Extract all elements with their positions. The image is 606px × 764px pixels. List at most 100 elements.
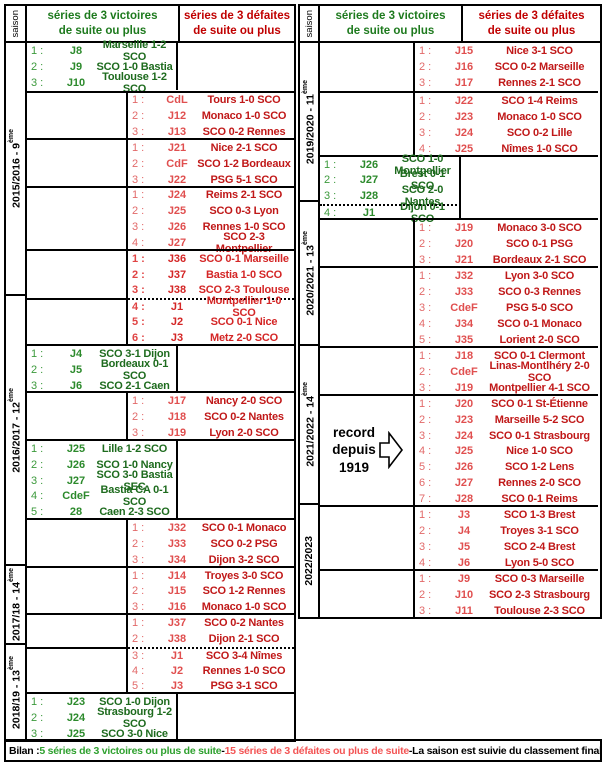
win-row-content: 1 : J8 Marseille 1-2 SCO [27,39,178,63]
loss-row-content: 1 : J32 Lyon 3-0 SCO [415,268,598,284]
loss-row-content: 4 : J34 SCO 0-1 Monaco [415,316,598,332]
empty-cell [320,74,415,91]
match-result: Monaco 1-0 SCO [201,110,287,123]
series-row: 2 : CdeF Linas-Montlhéry 2-0 SCO [320,360,598,384]
matchday-code: J17 [167,395,187,408]
row-index: 5 : [132,316,145,329]
loss-row-content: 1 : CdL Tours 1-0 SCO [128,93,294,109]
match-result: Rennes 2-1 SCO [498,76,581,89]
row-index: 4 : [419,445,432,458]
matchday-code: J25 [167,205,187,218]
series-row: 5 : J3 PSG 3-1 SCO [27,678,294,695]
row-index: 2 : [419,588,432,601]
empty-cell [320,140,415,157]
match-result: Lyon 2-0 SCO [209,427,279,440]
series-row: 2 : J5 Bordeaux 0-1 SCO [27,358,294,382]
season-label: 2021/2022 - 14ème [301,382,317,467]
series-row: 3 : J28 SCO 2-0 Nantes [320,184,598,208]
win-row-content: 2 : J27 Brest 0-1 SCO [320,168,461,192]
empty-cell [320,602,415,619]
loss-row-content: 2 : J23 Monaco 1-0 SCO [415,109,598,125]
empty-cell [320,586,415,603]
empty-cell [320,43,415,59]
match-result: SCO 0-1 Monaco [201,522,287,535]
row-index: 1 : [31,442,44,455]
empty-cell [320,124,415,141]
series-row: 2 : J33 SCO 0-3 Rennes [320,284,598,301]
row-index: 1 : [419,572,432,585]
record-annotation: record depuis 1919 [320,394,415,506]
row-index: 2 : [132,205,145,218]
series-row: 2 : J33 SCO 0-2 PSG [27,536,294,552]
matchday-code: J9 [69,60,83,73]
loss-row-content: 1 : J22 SCO 1-4 Reims [415,93,598,109]
match-result: Rennes 2-0 SCO [498,477,581,490]
row-index: 2 : [132,411,145,424]
matchday-code: J37 [167,268,187,281]
empty-cell [320,395,415,412]
empty-cell [27,298,128,315]
empty-cell [320,411,415,428]
row-index: 1 : [132,395,145,408]
matchday-code: CdeF [450,302,478,314]
row-index: 2 : [31,60,44,73]
empty-cell [320,363,415,380]
empty-cell [27,203,128,220]
season-label: 2015/2016 - 9ème [8,129,23,209]
series-row: 3 : J27 SCO 3-0 Bastia SEC [27,469,294,493]
match-result: Monaco 1-0 SCO [201,601,287,614]
empty-cell [178,488,294,504]
loss-series-block: 1 : J37 SCO 0-2 Nantes 2 : J38 Dijon 2-1 SCO 3… [27,613,294,695]
empty-cell [178,441,294,457]
matchday-code: J19 [454,381,474,394]
series-row: 4 : J2 Rennes 1-0 SCO [27,662,294,679]
empty-cell [461,188,598,204]
win-row-content: 2 : J9 SCO 1-0 Bastia [27,58,178,75]
series-row: 1 : CdL Tours 1-0 SCO [27,92,294,109]
row-index: 1 : [132,617,145,630]
matchday-code: J24 [167,189,187,202]
empty-cell [320,315,415,332]
matchday-code: J9 [457,572,471,585]
match-result: SCO 0-1 Marseille [199,252,289,265]
matchday-code: J16 [454,60,474,73]
win-row-content: 1 : J4 SCO 3-1 Dijon [27,345,178,362]
empty-cell [320,268,415,285]
empty-cell [27,615,128,632]
series-row: 1 : J32 SCO 0-1 Monaco [27,520,294,537]
loss-row-content: 2 : J38 Dijon 2-1 SCO [128,631,294,647]
row-index: 1 : [132,569,145,582]
win-row-content: 2 : J5 Bordeaux 0-1 SCO [27,358,178,382]
match-result: Marseille 1-2 SCO [102,38,167,63]
empty-cell [27,171,128,188]
empty-cell [320,284,415,301]
empty-cell [27,330,128,346]
series-row: 1 : J32 Lyon 3-0 SCO [320,268,598,285]
loss-row-content: 1 : J15 Nice 3-1 SCO [415,43,598,59]
series-row: 2 : J37 Bastia 1-0 SCO [27,266,294,283]
loss-series-block: 1 : J9 SCO 0-3 Marseille 2 : J10 SCO 2-3 Stra… [320,569,598,619]
match-result: Troyes 3-1 SCO [500,525,579,538]
matchday-code: J25 [66,442,86,455]
match-result: SCO 0-1 Clermont [494,349,585,362]
empty-cell [27,250,128,267]
matchday-code: J27 [66,474,86,487]
series-row: 5 : J35 Lorient 2-0 SCO [320,331,598,348]
matchday-code: J10 [66,76,86,89]
right-header-row: saison séries de 3 victoires de suite ou… [300,6,600,43]
matchday-code: J2 [170,316,184,329]
empty-cell [27,662,128,679]
series-row: 1 : J4 SCO 3-1 Dijon [27,345,294,362]
matchday-code: J3 [457,509,471,522]
loss-series-block: 1 : J3 SCO 1-3 Brest 2 : J4 Troyes 3-1 SCO 3 :… [320,505,598,571]
win-row-content: 4 : CdeF Bastia CA 0-1 SCO [27,484,178,508]
loss-series-block: 1 : CdL Tours 1-0 SCO 2 : J12 Monaco 1-0 SCO 3… [27,90,294,140]
series-row: 2 : J15 SCO 1-2 Rennes [27,583,294,600]
row-index: 2 : [132,157,145,170]
empty-cell [320,58,415,75]
match-result: SCO 0-2 Nantes [204,411,284,424]
loss-row-content: 4 : J25 Nice 1-0 SCO [415,443,598,459]
matchday-code: J12 [167,110,187,123]
match-result: SCO 2-1 Caen [99,379,170,392]
loss-row-content: 2 : CdeF Linas-Montlhéry 2-0 SCO [415,360,598,384]
